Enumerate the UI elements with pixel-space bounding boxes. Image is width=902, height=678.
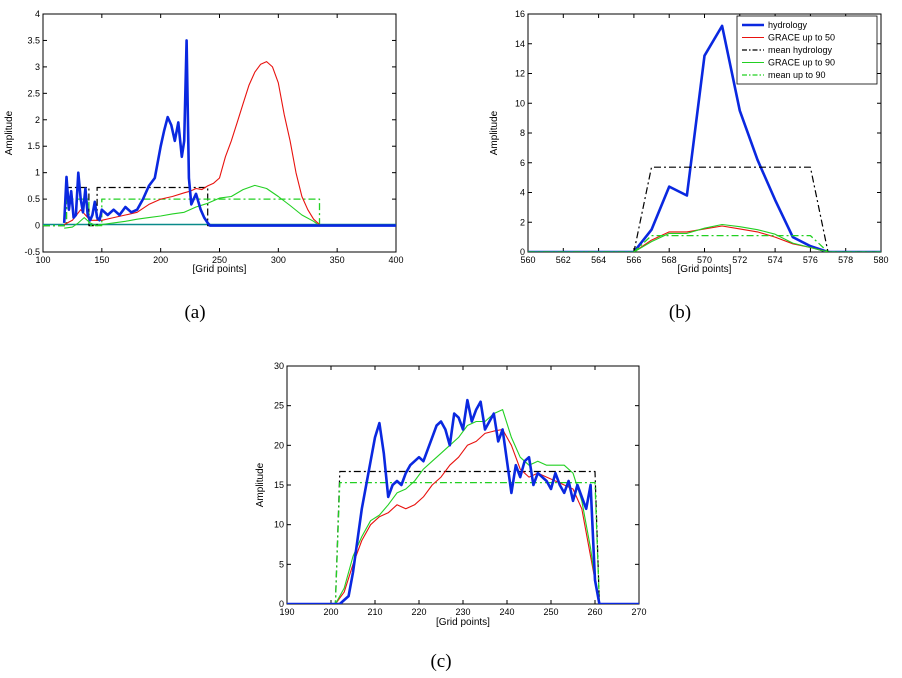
x-tick-label: 240 <box>499 607 514 617</box>
x-tick-label: 562 <box>556 255 571 265</box>
y-tick-label: 3.5 <box>27 35 40 45</box>
x-tick-label: 100 <box>35 255 50 265</box>
panel-caption: (a) <box>184 302 205 323</box>
series-line-grace-up-to-90 <box>528 223 881 252</box>
y-tick-label: -0.5 <box>24 247 40 257</box>
panel-caption: (c) <box>430 651 451 672</box>
series-line-hydrology <box>287 398 639 604</box>
y-tick-label: 1.5 <box>27 141 40 151</box>
series-line-grace-up-to-90 <box>64 184 320 229</box>
y-axis-label: Amplitude <box>255 462 266 507</box>
y-axis-label: Amplitude <box>489 110 500 155</box>
y-tick-label: 15 <box>274 480 284 490</box>
x-tick-label: 150 <box>94 255 109 265</box>
x-tick-label: 220 <box>411 607 426 617</box>
y-tick-label: 16 <box>515 9 525 19</box>
x-tick-label: 578 <box>838 255 853 265</box>
legend-label: GRACE up to 50 <box>768 33 835 43</box>
x-axis-label: [Grid points] <box>678 264 732 275</box>
legend-label: GRACE up to 90 <box>768 58 835 68</box>
x-tick-label: 200 <box>323 607 338 617</box>
x-tick-label: 572 <box>732 255 747 265</box>
chart-panel-2: 190 200 210 220 230 240 250 260 270 0 5 10 15 20 25 30 [… <box>255 361 647 672</box>
x-tick-label: 300 <box>271 255 286 265</box>
y-tick-label: 10 <box>274 520 284 530</box>
x-tick-label: 190 <box>279 607 294 617</box>
x-tick-label: 260 <box>587 607 602 617</box>
legend: hydrology GRACE up to 50 mean hydrology GRA… <box>736 15 878 85</box>
plot-area <box>286 365 640 605</box>
x-axis-label: [Grid points] <box>436 617 490 628</box>
x-tick-label: 570 <box>697 255 712 265</box>
series-line-mean-hydrology <box>43 186 396 227</box>
y-tick-label: 2 <box>35 115 40 125</box>
x-tick-label: 580 <box>873 255 888 265</box>
series-line-hydrology <box>62 39 396 227</box>
x-tick-label: 576 <box>803 255 818 265</box>
y-tick-label: 0 <box>279 599 284 609</box>
y-tick-label: 10 <box>515 98 525 108</box>
series-line-grace-up-to-50 <box>63 61 320 225</box>
y-tick-label: 0 <box>520 247 525 257</box>
x-tick-label: 560 <box>520 255 535 265</box>
legend-label: mean hydrology <box>768 45 833 55</box>
x-tick-label: 568 <box>662 255 677 265</box>
y-tick-label: 4 <box>520 188 525 198</box>
x-tick-label: 564 <box>591 255 606 265</box>
y-tick-label: 0.5 <box>27 194 40 204</box>
y-tick-label: 2.5 <box>27 88 40 98</box>
x-axis-label: [Grid points] <box>193 264 247 275</box>
x-tick-label: 230 <box>455 607 470 617</box>
y-tick-label: 12 <box>515 69 525 79</box>
x-tick-label: 200 <box>153 255 168 265</box>
legend-label: mean up to 90 <box>768 70 826 80</box>
x-tick-label: 350 <box>330 255 345 265</box>
panel-caption: (b) <box>669 302 691 323</box>
y-tick-label: 20 <box>274 440 284 450</box>
y-tick-label: 3 <box>35 62 40 72</box>
x-tick-label: 210 <box>367 607 382 617</box>
y-tick-label: 0 <box>35 221 40 231</box>
y-tick-label: 1 <box>35 168 40 178</box>
y-axis-label: Amplitude <box>4 110 15 155</box>
x-tick-label: 574 <box>768 255 783 265</box>
chart-panel-0: 100 150 200 250 300 350 400 -0.5 0 0.5 1 1.5 2 2.5 3 3.… <box>4 9 404 323</box>
legend-label: hydrology <box>768 20 808 30</box>
y-tick-label: 4 <box>35 9 40 19</box>
x-tick-label: 400 <box>388 255 403 265</box>
y-tick-label: 25 <box>274 401 284 411</box>
x-tick-label: 566 <box>626 255 641 265</box>
series-line-hydrology <box>528 24 881 252</box>
y-tick-label: 8 <box>520 128 525 138</box>
y-tick-label: 14 <box>515 39 525 49</box>
x-tick-label: 250 <box>212 255 227 265</box>
y-tick-label: 6 <box>520 158 525 168</box>
chart-panel-1: 560 562 564 566 568 570 572 574 576 578 580 0 2 4 6 8 10… <box>489 9 889 323</box>
x-tick-label: 250 <box>543 607 558 617</box>
series-line-mean-hydrology <box>528 166 881 252</box>
series-line-grace-up-to-90 <box>287 409 639 604</box>
y-tick-label: 2 <box>520 217 525 227</box>
y-tick-label: 30 <box>274 361 284 371</box>
y-tick-label: 5 <box>279 559 284 569</box>
x-tick-label: 270 <box>631 607 646 617</box>
